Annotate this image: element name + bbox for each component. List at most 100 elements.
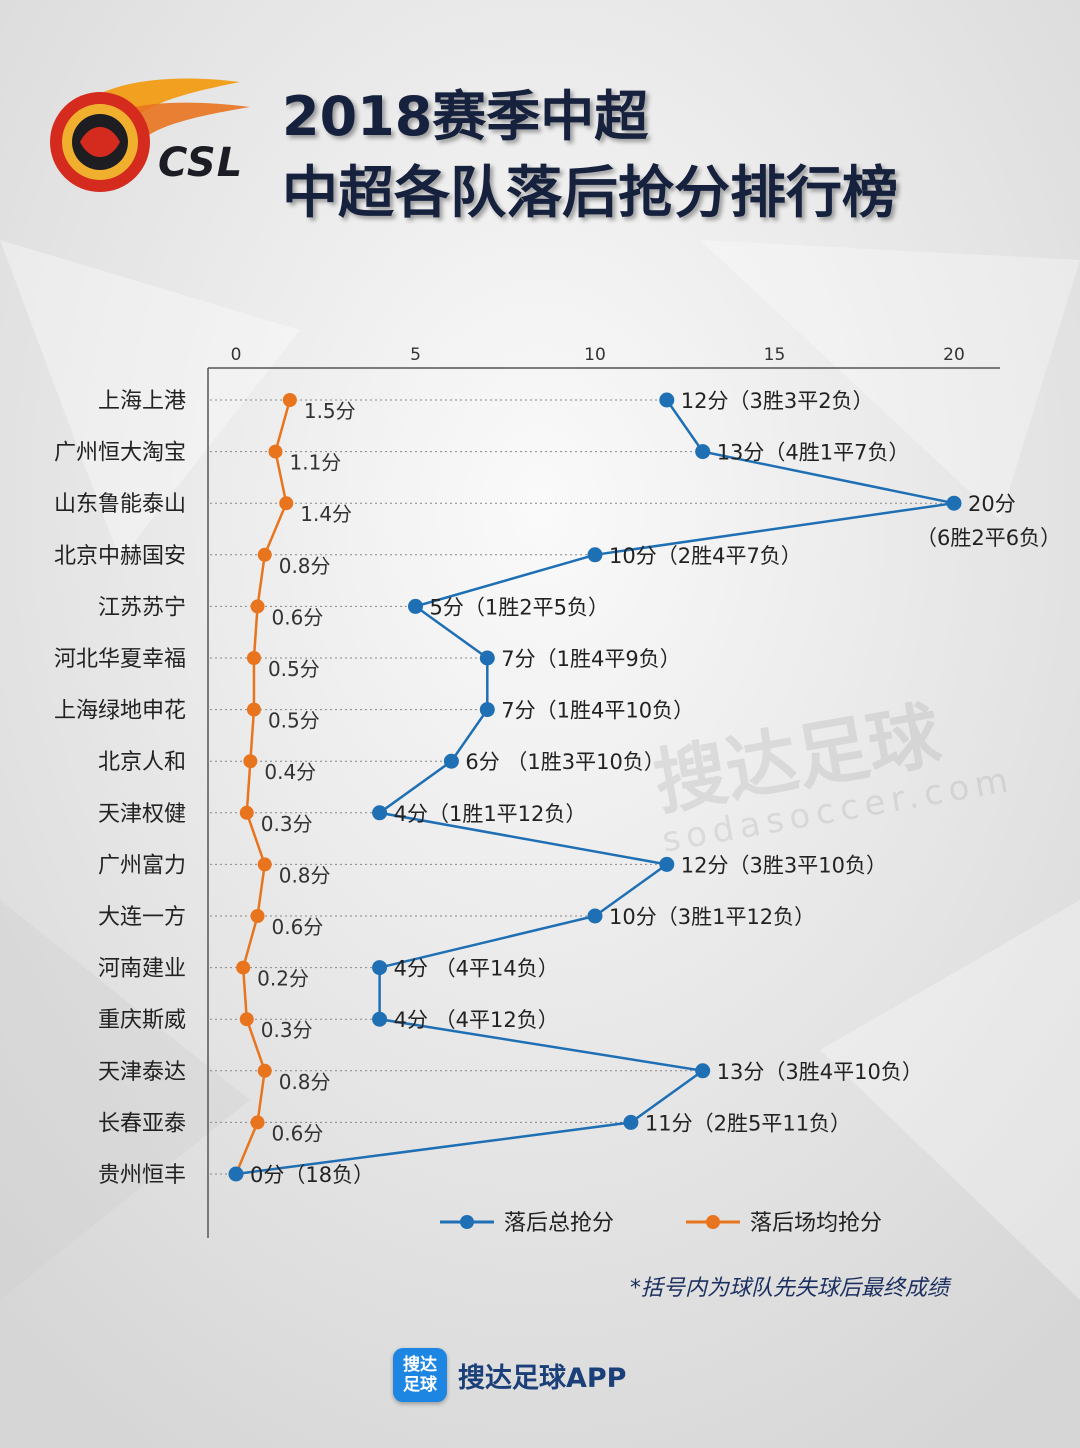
avg-data-label: 1.1分 (289, 451, 341, 475)
category-label: 河南建业 (98, 957, 186, 982)
total-point (408, 598, 423, 614)
category-label: 山东鲁能泰山 (54, 492, 186, 517)
legend-marker-avg (706, 1215, 720, 1229)
avg-data-label: 1.4分 (300, 502, 352, 526)
total-point (659, 392, 675, 408)
avg-data-label: 0.5分 (268, 657, 320, 681)
avg-data-label: 0.3分 (261, 812, 313, 836)
total-data-label: 4分 （4平12负） (394, 1008, 559, 1032)
csl-logo (40, 62, 260, 202)
csl-logo-text: CSL (158, 140, 244, 186)
avg-data-label: 0.5分 (268, 709, 320, 733)
avg-point (236, 960, 251, 975)
avg-data-label: 0.3分 (261, 1018, 313, 1042)
x-tick-label: 0 (231, 345, 242, 365)
avg-data-label: 0.8分 (279, 554, 331, 578)
category-label: 河北华夏幸福 (54, 647, 186, 672)
category-label: 上海绿地申花 (54, 699, 186, 724)
avg-data-label: 0.8分 (279, 1070, 331, 1094)
total-point (623, 1114, 639, 1130)
category-label: 重庆斯威 (98, 1008, 186, 1033)
legend-marker-total (460, 1215, 474, 1229)
category-label: 广州恒大淘宝 (54, 441, 186, 466)
avg-point (239, 805, 254, 820)
avg-data-label: 1.5分 (304, 399, 356, 423)
total-point (695, 444, 711, 460)
app-name: 搜达足球APP (458, 1363, 627, 1394)
category-label: 大连一方 (98, 905, 186, 930)
avg-point (243, 754, 258, 769)
total-data-label: 12分（3胜3平2负） (681, 389, 874, 413)
total-point (946, 495, 962, 511)
avg-data-label: 0.6分 (272, 915, 324, 939)
avg-point (282, 393, 297, 407)
avg-data-label: 0.2分 (257, 967, 309, 991)
total-point (587, 908, 603, 924)
title-line-2: 中超各队落后抢分排行榜 (282, 161, 898, 226)
avg-point (279, 496, 294, 511)
total-data-label: 20分 (968, 492, 1016, 516)
avg-point (250, 909, 265, 923)
avg-data-label: 0.8分 (279, 863, 331, 887)
app-icon-text: 搜达足球 (403, 1355, 437, 1395)
x-tick-label: 5 (410, 345, 421, 365)
total-data-label: 7分（1胜4平10负） (501, 699, 694, 723)
category-label: 北京中赫国安 (54, 544, 186, 569)
avg-point (257, 1063, 272, 1078)
avg-data-label: 0.6分 (272, 1121, 324, 1145)
total-point (372, 1011, 388, 1027)
legend-label-avg: 落后场均抢分 (750, 1211, 882, 1236)
category-label: 江苏苏宁 (98, 595, 186, 620)
legend-label-total: 落后总抢分 (504, 1211, 614, 1236)
title-line-1: 2018赛季中超 (282, 85, 649, 148)
total-data-label: 0分（18负） (250, 1163, 374, 1187)
total-point (695, 1063, 711, 1079)
total-point (372, 960, 388, 976)
avg-point (239, 1012, 254, 1027)
total-data-label: 5分（1胜2平5负） (430, 595, 609, 619)
chart: 0 5 10 15 20 上海上港广州恒大淘宝山东鲁能泰山北京中赫国安江苏苏宁河北华夏幸福… (54, 345, 1061, 1238)
x-tick-label: 15 (764, 345, 786, 365)
avg-point (257, 857, 272, 872)
avg-data-label: 0.4分 (264, 760, 316, 784)
total-point (659, 856, 675, 872)
category-label: 广州富力 (98, 853, 186, 878)
footnote: *括号内为球队先失球后最终成绩 (630, 1276, 950, 1301)
total-data-label: 4分（1胜1平12负） (394, 802, 587, 826)
avg-series-line (234, 399, 292, 1175)
avg-point (246, 651, 261, 665)
total-data-label: 13分（3胜4平10负） (717, 1060, 923, 1084)
avg-data-label: 0.6分 (272, 605, 324, 629)
app-icon: 搜达足球 (393, 1348, 447, 1402)
x-tick-label: 20 (943, 345, 965, 365)
total-data-label: 13分（4胜1平7负） (717, 441, 910, 465)
total-point (443, 753, 459, 769)
total-data-label: 10分（2胜4平7负） (609, 544, 802, 568)
total-data-label: 12分（3胜3平10负） (681, 853, 887, 877)
avg-point (250, 599, 265, 614)
total-data-label: 11分（2胜5平11负） (645, 1111, 851, 1135)
total-data-label-sub: （6胜2平6负） (916, 526, 1061, 550)
avg-point (246, 702, 261, 717)
category-label: 长春亚泰 (98, 1111, 186, 1136)
category-label: 天津泰达 (98, 1060, 186, 1085)
total-data-label: 10分（3胜1平12负） (609, 905, 815, 929)
avg-point (257, 547, 272, 562)
total-point (372, 805, 388, 821)
total-data-label: 6分 （1胜3平10负） (465, 750, 664, 774)
x-tick-label: 10 (584, 345, 606, 365)
total-point (587, 547, 603, 563)
total-point (479, 650, 495, 666)
total-series-line (235, 399, 955, 1176)
total-point (479, 702, 495, 718)
avg-point (268, 444, 283, 459)
total-point (228, 1166, 244, 1182)
category-label: 贵州恒丰 (98, 1163, 186, 1188)
category-label: 上海上港 (98, 389, 186, 414)
avg-point (250, 1115, 265, 1130)
category-label: 天津权健 (98, 802, 186, 827)
total-data-label: 7分（1胜4平9负） (501, 647, 680, 671)
category-label: 北京人和 (98, 750, 186, 775)
total-data-label: 4分 （4平14负） (394, 957, 559, 981)
